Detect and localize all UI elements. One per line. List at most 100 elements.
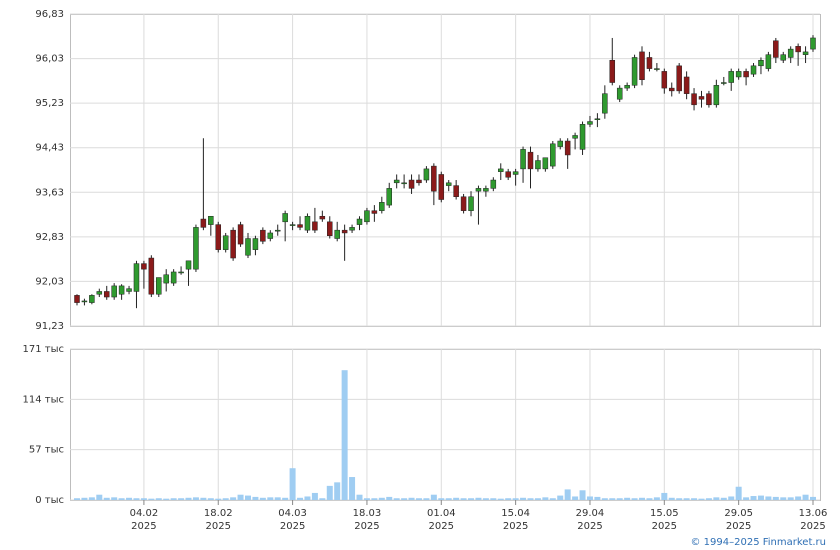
volume-bar [326,485,333,500]
candle-body [282,213,288,223]
candle-body [564,140,571,156]
candle-body [787,48,794,58]
x-tick-year: 2025 [354,521,379,532]
volume-bar [393,498,400,500]
candle-body [393,179,400,184]
candle-body [222,235,229,250]
volume-bar [438,498,445,500]
volume-bar [408,497,415,500]
volume-bar [542,497,549,500]
volume-bar [728,496,735,500]
volume-bar [163,498,170,500]
candle-body [416,179,422,184]
candle-body [349,227,355,231]
candle-body [460,196,467,211]
candle-body [498,168,504,172]
volume-bar [185,497,192,500]
volume-bar [222,498,229,500]
candle-body [289,224,296,226]
candle-body [364,210,370,223]
volume-bar [386,496,393,500]
volume-bar [178,498,185,500]
volume-bar [401,498,408,500]
candle-body [483,188,489,192]
volume-bar [460,498,467,500]
y-tick-label: 57 тыс [29,445,64,456]
candle-body [319,215,326,220]
candle-body [490,179,497,189]
x-tick-label: 04.02 [130,508,159,519]
candle-body [676,65,682,92]
volume-bar [118,498,125,500]
candle-body [668,87,675,92]
volume-bar [244,495,251,500]
candle-body [512,171,519,175]
volume-bar [200,497,207,500]
volume-bar [349,477,356,500]
candle-body [550,143,556,167]
candle-body [237,224,244,245]
volume-bar [289,468,296,500]
volume-bar [601,498,608,500]
candle-body [691,93,697,106]
volume-bar [126,497,133,500]
candle-body [773,40,779,58]
volume-bar [468,498,475,500]
volume-bar [743,497,750,500]
volume-bar [252,496,259,500]
volume-bar [668,497,675,500]
price-panel [70,14,821,327]
volume-bar [497,498,504,500]
y-tick-label: 95,23 [35,98,64,109]
candle-body [520,149,526,170]
volume-bar [765,496,772,500]
volume-bar [572,496,579,500]
volume-bar [757,495,764,500]
candle-body [267,232,274,239]
y-tick-label: 94,43 [35,143,64,154]
y-tick-label: 92,83 [35,232,64,243]
candle-body [141,263,147,270]
x-tick-label: 04.03 [278,508,307,519]
volume-bar [735,486,742,500]
candle-body [386,188,392,206]
volume-bar [698,498,705,500]
volume-bar [237,494,244,500]
volume-bar [356,494,363,500]
candle-body [713,85,720,106]
volume-bar [311,492,318,500]
volume-bar [155,498,162,500]
volume-bar [780,497,787,500]
candle-body [765,54,772,69]
candle-body [401,182,407,185]
candle-body [646,57,653,69]
volume-bar [482,498,489,500]
volume-bar [341,370,348,500]
volume-bar [215,498,222,500]
x-tick-year: 2025 [800,521,825,532]
y-tick-label: 91,23 [35,321,64,332]
y-tick-label: 0 тыс [35,495,64,506]
x-tick-year: 2025 [577,521,602,532]
candle-body [587,121,593,125]
y-tick-label: 96,03 [35,54,64,65]
candle-body [609,59,616,83]
candle-body [505,171,511,178]
candle-body [260,229,266,242]
x-tick-year: 2025 [726,521,751,532]
volume-bar [534,498,541,500]
volume-bar [453,497,460,500]
candle-body [743,71,749,78]
candle-body [802,51,809,55]
volume-bar [103,497,110,500]
volume-bar [297,497,304,500]
candle-body [423,168,430,181]
volume-bar [259,497,266,500]
candle-body [81,300,88,303]
volume-bar [140,498,147,500]
candle-body [735,71,742,78]
candle-body [706,93,712,106]
candle-body [230,229,236,259]
volume-panel [70,349,821,501]
volume-bar [170,498,177,500]
